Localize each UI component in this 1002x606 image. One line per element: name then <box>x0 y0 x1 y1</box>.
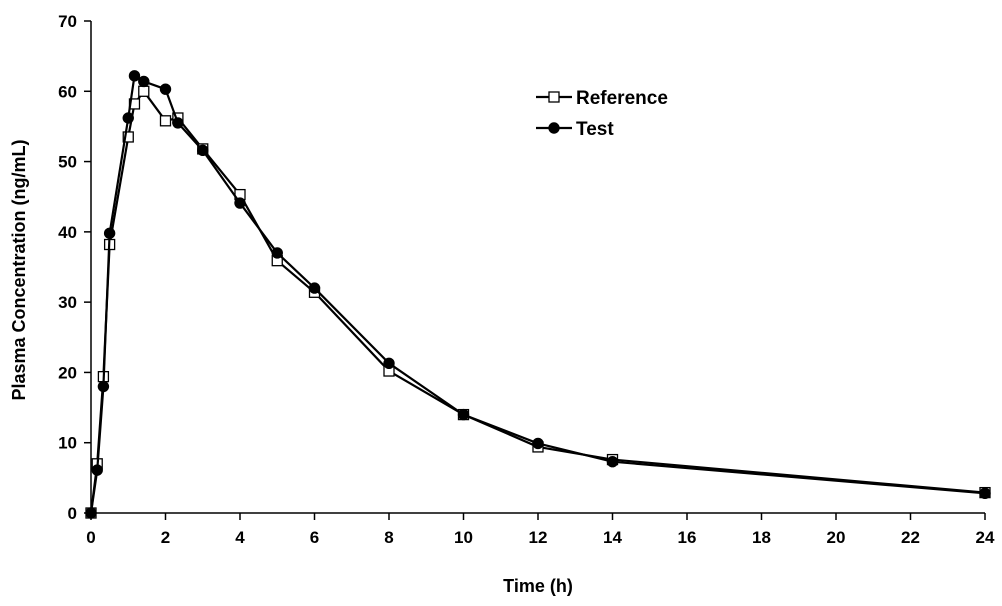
y-tick-label: 20 <box>58 363 77 382</box>
x-tick-label: 14 <box>603 528 622 547</box>
y-tick-label: 0 <box>68 504 77 523</box>
x-tick-label: 20 <box>827 528 846 547</box>
data-point-test <box>172 117 184 129</box>
legend-label-reference: Reference <box>576 88 668 109</box>
data-point-test <box>128 70 141 82</box>
x-tick-label: 12 <box>529 528 548 547</box>
data-point-test <box>271 247 283 259</box>
data-point-test <box>532 437 544 450</box>
y-axis-ticks: 0 10 20 30 40 50 60 70 <box>58 12 91 523</box>
y-tick-label: 70 <box>58 12 77 31</box>
x-tick-label: 24 <box>976 528 995 547</box>
data-point-test <box>979 487 991 500</box>
data-point-reference <box>122 131 134 143</box>
series-reference <box>85 85 991 519</box>
data-point-test <box>91 464 103 476</box>
legend: Reference Test <box>536 88 668 140</box>
legend-label-test: Test <box>576 119 614 140</box>
x-axis-title: Time (h) <box>503 576 573 596</box>
y-tick-label: 40 <box>58 223 77 242</box>
series-line-test <box>89 74 986 514</box>
data-point-test <box>138 75 150 88</box>
data-point-test <box>606 455 619 468</box>
data-point-test <box>234 197 246 209</box>
x-tick-label: 10 <box>454 528 473 547</box>
data-point-test <box>122 112 134 124</box>
data-point-reference <box>159 115 172 127</box>
legend-entry-reference: Reference <box>536 88 668 109</box>
y-tick-label: 50 <box>58 153 77 172</box>
y-tick-label: 10 <box>58 434 77 453</box>
data-point-reference <box>138 85 150 97</box>
data-point-test <box>308 282 321 294</box>
data-point-test <box>103 227 116 239</box>
data-point-test <box>383 357 395 369</box>
x-tick-label: 18 <box>752 528 771 547</box>
y-tick-label: 30 <box>58 293 77 312</box>
x-tick-label: 16 <box>678 528 697 547</box>
legend-marker-test <box>548 122 560 134</box>
x-tick-label: 4 <box>235 528 245 547</box>
data-point-test <box>457 408 470 421</box>
x-tick-label: 22 <box>901 528 920 547</box>
legend-entry-test: Test <box>536 119 614 140</box>
y-axis-title: Plasma Concentration (ng/mL) <box>9 139 29 400</box>
x-tick-label: 6 <box>310 528 319 547</box>
x-tick-label: 8 <box>384 528 393 547</box>
x-tick-label: 0 <box>86 528 95 547</box>
legend-marker-reference <box>548 91 560 103</box>
series-layer <box>85 70 991 519</box>
y-tick-label: 60 <box>58 82 77 101</box>
data-point-test <box>159 83 172 95</box>
x-tick-label: 2 <box>161 528 170 547</box>
data-point-test <box>197 144 209 157</box>
data-point-test <box>85 507 97 519</box>
data-point-test <box>97 380 110 393</box>
series-test <box>85 70 991 519</box>
x-axis-ticks: 0 2 4 6 8 10 12 14 16 18 20 22 24 <box>86 513 995 547</box>
